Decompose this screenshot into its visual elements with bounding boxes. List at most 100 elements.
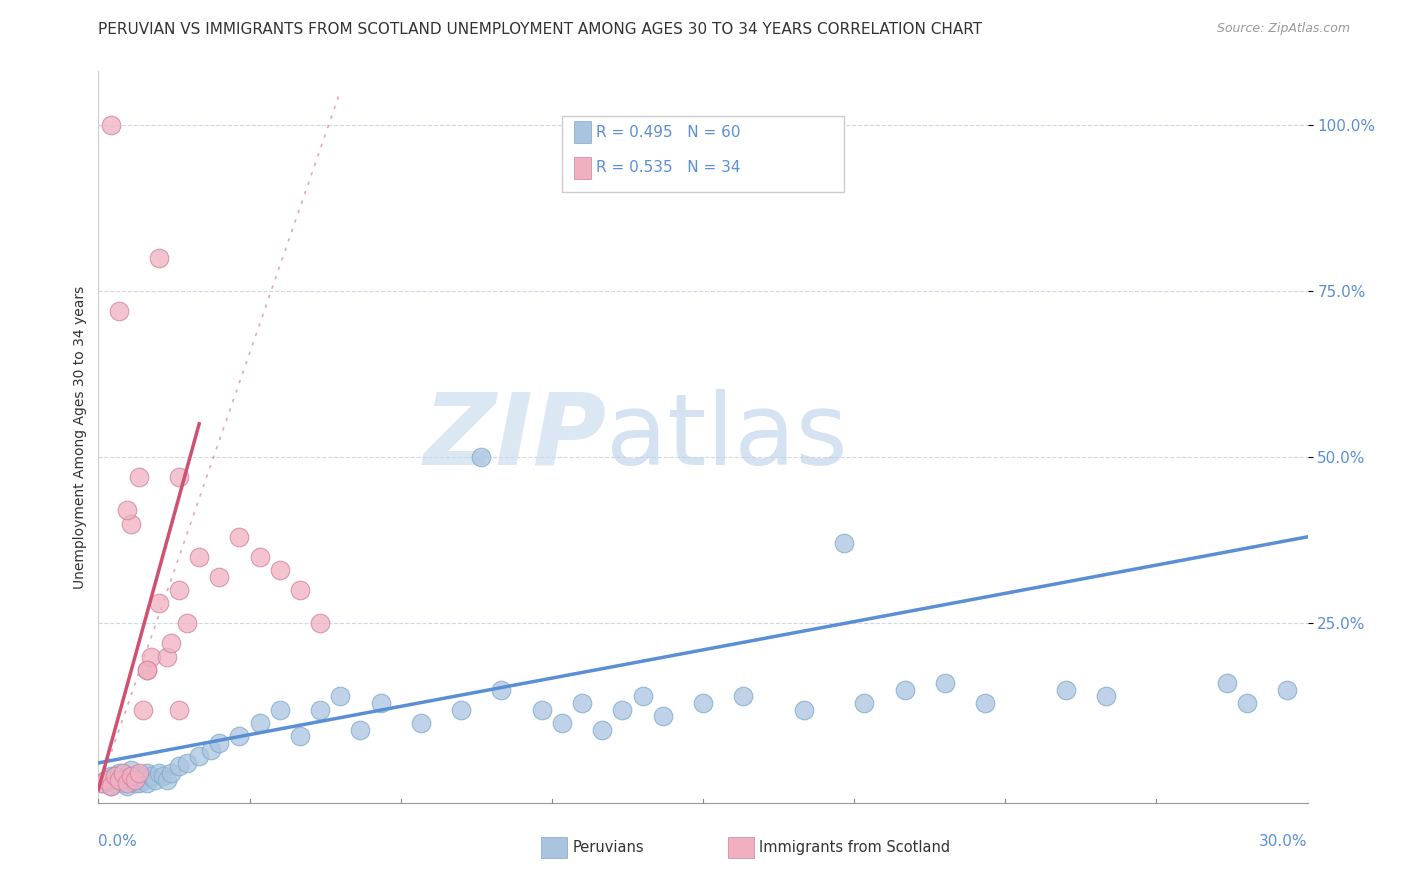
- Point: [1095, 690, 1118, 704]
- Point: [612, 703, 634, 717]
- Point: [450, 703, 472, 717]
- Point: [135, 663, 157, 677]
- Point: [143, 772, 166, 787]
- Text: PERUVIAN VS IMMIGRANTS FROM SCOTLAND UNEMPLOYMENT AMONG AGES 30 TO 34 YEARS CORR: PERUVIAN VS IMMIGRANTS FROM SCOTLAND UNE…: [98, 22, 983, 37]
- Text: 30.0%: 30.0%: [1260, 834, 1308, 849]
- Point: [188, 549, 211, 564]
- Point: [1277, 682, 1299, 697]
- Point: [115, 779, 138, 793]
- Point: [631, 690, 654, 704]
- Point: [139, 769, 162, 783]
- Point: [1216, 676, 1239, 690]
- Point: [409, 716, 432, 731]
- Point: [167, 470, 190, 484]
- Point: [309, 616, 332, 631]
- Point: [288, 729, 311, 743]
- Point: [692, 696, 714, 710]
- Point: [530, 703, 553, 717]
- Point: [100, 779, 122, 793]
- Point: [107, 772, 129, 787]
- Text: Immigrants from Scotland: Immigrants from Scotland: [759, 840, 950, 855]
- Point: [132, 772, 155, 787]
- Point: [128, 470, 150, 484]
- Point: [96, 772, 118, 787]
- Point: [934, 676, 956, 690]
- Point: [228, 729, 250, 743]
- Text: ZIP: ZIP: [423, 389, 606, 485]
- Point: [91, 776, 114, 790]
- Point: [832, 536, 855, 550]
- Point: [100, 118, 122, 132]
- Point: [115, 503, 138, 517]
- Point: [1054, 682, 1077, 697]
- Point: [115, 769, 138, 783]
- Point: [120, 769, 142, 783]
- Point: [100, 769, 122, 783]
- Point: [208, 570, 231, 584]
- Point: [111, 776, 134, 790]
- Point: [124, 776, 146, 790]
- Point: [132, 703, 155, 717]
- Point: [893, 682, 915, 697]
- Point: [167, 759, 190, 773]
- Point: [103, 769, 125, 783]
- Point: [148, 251, 170, 265]
- Point: [148, 765, 170, 780]
- Point: [160, 765, 183, 780]
- Point: [733, 690, 755, 704]
- Point: [167, 703, 190, 717]
- Text: Source: ZipAtlas.com: Source: ZipAtlas.com: [1216, 22, 1350, 36]
- Point: [470, 450, 492, 464]
- Point: [651, 709, 673, 723]
- Text: R = 0.535   N = 34: R = 0.535 N = 34: [596, 161, 741, 175]
- Text: Peruvians: Peruvians: [572, 840, 644, 855]
- Point: [176, 756, 198, 770]
- Point: [135, 663, 157, 677]
- Point: [269, 703, 291, 717]
- Point: [107, 772, 129, 787]
- Point: [135, 765, 157, 780]
- Point: [128, 776, 150, 790]
- Point: [156, 772, 179, 787]
- Point: [139, 649, 162, 664]
- Point: [160, 636, 183, 650]
- Point: [111, 765, 134, 780]
- Point: [269, 563, 291, 577]
- Point: [128, 765, 150, 780]
- Point: [1236, 696, 1258, 710]
- Point: [571, 696, 593, 710]
- Point: [370, 696, 392, 710]
- Point: [329, 690, 352, 704]
- Point: [103, 776, 125, 790]
- Text: atlas: atlas: [606, 389, 848, 485]
- Point: [288, 582, 311, 597]
- Point: [156, 649, 179, 664]
- Point: [135, 776, 157, 790]
- Point: [228, 530, 250, 544]
- Point: [148, 596, 170, 610]
- Point: [188, 749, 211, 764]
- Point: [120, 772, 142, 787]
- Text: R = 0.495   N = 60: R = 0.495 N = 60: [596, 125, 741, 139]
- Point: [120, 516, 142, 531]
- Point: [200, 742, 222, 756]
- Point: [115, 776, 138, 790]
- Y-axis label: Unemployment Among Ages 30 to 34 years: Unemployment Among Ages 30 to 34 years: [73, 285, 87, 589]
- Point: [96, 772, 118, 787]
- Point: [249, 549, 271, 564]
- Point: [120, 763, 142, 777]
- Point: [249, 716, 271, 731]
- Point: [128, 769, 150, 783]
- Text: 0.0%: 0.0%: [98, 834, 138, 849]
- Point: [152, 769, 174, 783]
- Point: [107, 765, 129, 780]
- Point: [103, 769, 125, 783]
- Point: [551, 716, 574, 731]
- Point: [853, 696, 876, 710]
- Point: [591, 723, 613, 737]
- Point: [100, 779, 122, 793]
- Point: [349, 723, 371, 737]
- Point: [107, 303, 129, 318]
- Point: [793, 703, 815, 717]
- Point: [974, 696, 997, 710]
